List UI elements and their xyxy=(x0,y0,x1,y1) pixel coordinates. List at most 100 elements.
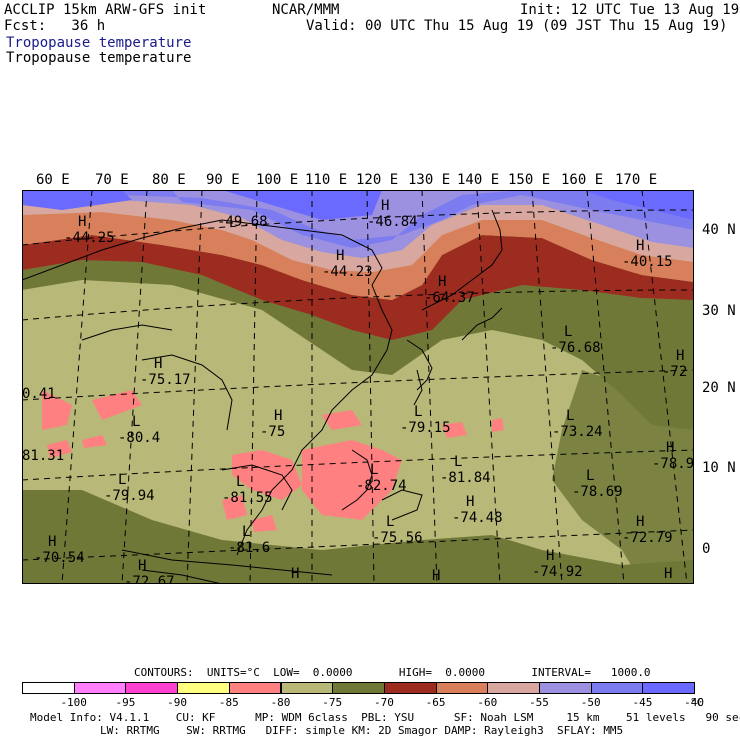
band-minus70-minus65 xyxy=(22,235,694,340)
colorbar-tick-label: -75 xyxy=(322,696,343,709)
longitude-label: 140 E xyxy=(457,172,500,188)
colorbar-swatch xyxy=(487,682,540,694)
extrema-labels: H-44.25-49.68H-46.84H-44.23H-64.37H-40.1… xyxy=(22,198,694,584)
extremum-value: -81.55 xyxy=(222,490,273,506)
colorbar-tick-label: -65 xyxy=(425,696,446,709)
longitude-label: 70 E xyxy=(95,172,129,188)
colorbar-swatch xyxy=(642,682,696,694)
extremum-value: -73.24 xyxy=(552,424,603,440)
longitude-label: 90 E xyxy=(206,172,240,188)
latitude-label: 20 N xyxy=(702,380,736,396)
longitude-label: 120 E xyxy=(356,172,399,188)
extremum-marker: H xyxy=(381,198,389,214)
extremum-marker: H xyxy=(636,514,644,530)
extremum-value: -44.25 xyxy=(64,230,115,246)
extremum-value: -82.74 xyxy=(356,478,407,494)
extremum-marker: H xyxy=(438,274,446,290)
colorbar-swatch xyxy=(435,682,489,694)
band-minus75-minus70 xyxy=(22,250,694,430)
extremum-marker: H xyxy=(666,440,674,456)
colorbar-unit: °C xyxy=(690,696,704,709)
extremum-value: -81.84 xyxy=(440,470,491,486)
longitude-label: 60 E xyxy=(36,172,70,188)
colorbar-tick-label: -45 xyxy=(632,696,653,709)
colorbar-swatch xyxy=(73,682,127,694)
extremum-marker: H xyxy=(546,548,554,564)
colorbar-swatch xyxy=(177,682,230,694)
extremum-marker: H xyxy=(664,566,672,582)
extremum-value: -70.54 xyxy=(34,550,85,566)
extremum-marker: H xyxy=(274,408,282,424)
model-info-line-1: Model Info: V4.1.1 CU: KF MP: WDM 6class… xyxy=(30,711,740,724)
band-minus60-minus55 xyxy=(22,200,694,272)
extremum-value: -80.4 xyxy=(118,430,160,446)
band-minus45-minus40 xyxy=(22,190,694,220)
forecast-hour: Fcst: 36 h xyxy=(4,18,106,34)
map-border xyxy=(22,190,694,584)
extremum-marker: H xyxy=(154,356,162,372)
latitude-label: 0 xyxy=(702,541,711,557)
extremum-marker: L xyxy=(386,514,394,530)
extremum-marker: H xyxy=(291,566,299,582)
colorbar-swatch xyxy=(332,682,385,694)
center-label: NCAR/MMM xyxy=(272,2,340,18)
field-title-primary: Tropopause temperature xyxy=(6,35,192,51)
extremum-value: -46.84 xyxy=(367,214,418,230)
extremum-value: -72.79 xyxy=(622,530,673,546)
band-minus75-minus70-south xyxy=(22,490,694,584)
longitude-label: 80 E xyxy=(152,172,186,188)
extremum-value: -40.15 xyxy=(622,254,673,270)
extremum-marker: H xyxy=(78,214,86,230)
colorbar-tick-label: -50 xyxy=(580,696,601,709)
extremum-marker: H xyxy=(676,348,684,364)
colorbar-tick-label: -55 xyxy=(529,696,549,709)
extremum-value: -75.56 xyxy=(372,530,423,546)
longitude-label: 160 E xyxy=(561,172,604,188)
extremum-value: -72.67 xyxy=(124,574,175,584)
colorbar-swatch xyxy=(590,682,644,694)
extremum-marker: H xyxy=(636,238,644,254)
graticule xyxy=(22,190,694,584)
contours-info: CONTOURS: UNITS=°C LOW= 0.0000 HIGH= 0.0… xyxy=(134,666,651,679)
colorbar-swatch xyxy=(228,682,282,694)
extremum-value: -49.68 xyxy=(217,214,268,230)
extremum-value: -79.94 xyxy=(104,488,155,504)
colorbar-tick-label: -95 xyxy=(115,696,136,709)
latitude-label: 30 N xyxy=(702,303,736,319)
longitude-label: 170 E xyxy=(615,172,658,188)
colorbar-tick-label: -40 xyxy=(684,696,705,709)
longitude-label: 110 E xyxy=(305,172,348,188)
colorbar-swatch xyxy=(280,682,334,694)
colorbar-swatch xyxy=(22,682,75,694)
extremum-marker: L xyxy=(132,414,140,430)
colorbar-tick-label: -70 xyxy=(373,696,394,709)
extremum-marker: L xyxy=(370,462,378,478)
extremum-value: -72 xyxy=(662,364,687,380)
longitude-label: 100 E xyxy=(256,172,299,188)
extremum-marker: L xyxy=(236,474,244,490)
colorbar-tick-label: -90 xyxy=(167,696,188,709)
band-minus85-minus80 xyxy=(42,390,504,532)
latitude-label: 10 N xyxy=(702,460,736,476)
extremum-value: -64.37 xyxy=(424,290,475,306)
colorbar-swatch xyxy=(125,682,179,694)
extremum-value: -75 xyxy=(260,424,285,440)
field-title-secondary: Tropopause temperature xyxy=(6,50,192,66)
model-title: ACCLIP 15km ARW-GFS init xyxy=(4,2,207,18)
extremum-marker: H xyxy=(336,248,344,264)
extremum-value: -79.15 xyxy=(400,420,451,436)
extremum-value: -74.48 xyxy=(452,510,503,526)
extremum-value: -74.92 xyxy=(532,564,583,580)
extremum-value: 0.41 xyxy=(22,386,56,402)
extremum-marker: L xyxy=(242,524,250,540)
band-minus55-minus50 xyxy=(22,190,694,258)
longitude-label: 130 E xyxy=(408,172,451,188)
extremum-marker: H xyxy=(48,534,56,550)
extremum-marker: H xyxy=(432,568,440,584)
colorbar-tick-label: -100 xyxy=(60,696,87,709)
extremum-marker: L xyxy=(586,468,594,484)
extremum-marker: H xyxy=(466,494,474,510)
longitude-label: 150 E xyxy=(508,172,551,188)
valid-time: Valid: 00 UTC Thu 15 Aug 19 (09 JST Thu … xyxy=(306,18,728,34)
extremum-value: 81.31 xyxy=(22,448,64,464)
